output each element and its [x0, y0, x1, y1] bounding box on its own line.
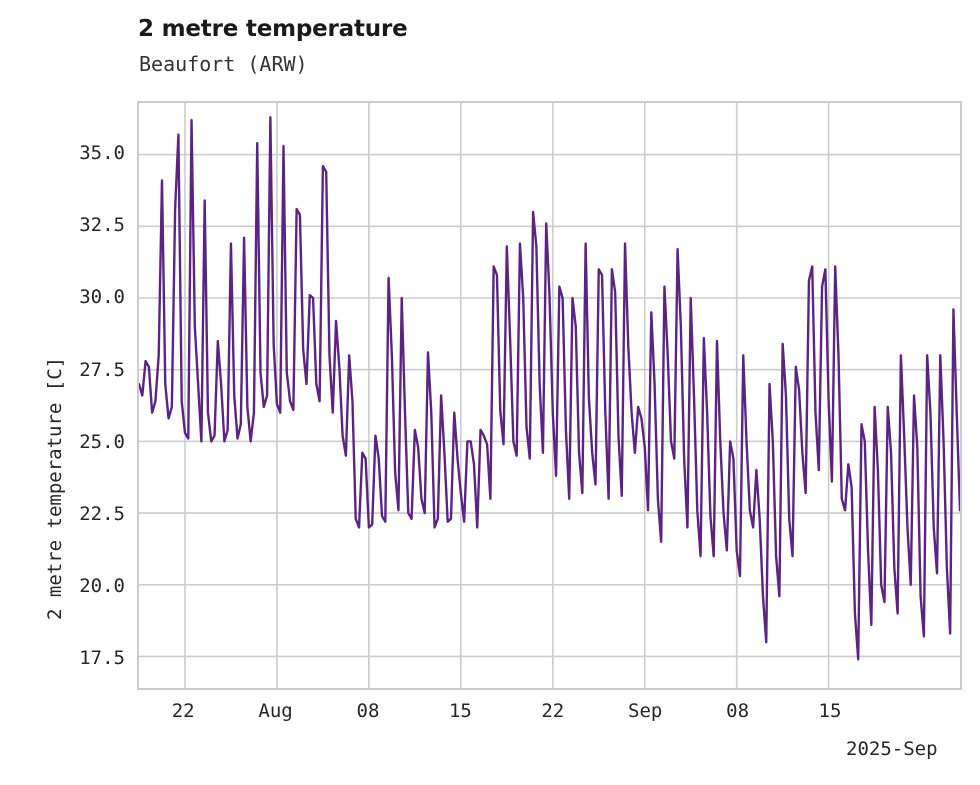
x-tick-label: 08	[726, 700, 750, 722]
y-axis-tick-labels: 17.5 20.0 22.5 25.0 27.5 30.0 32.5 35.0	[0, 0, 125, 785]
temperature-line	[139, 116, 960, 661]
x-tick-label: 22	[541, 700, 565, 722]
x-tick-label: 15	[818, 700, 842, 722]
plot-area	[137, 101, 962, 690]
line-chart-svg	[139, 103, 960, 688]
x-tick-label: Sep	[628, 700, 663, 722]
x-tick-label: 15	[448, 700, 472, 722]
y-tick-label: 30.0	[79, 286, 125, 309]
x-tick-label: 08	[356, 700, 380, 722]
y-tick-label: 27.5	[79, 358, 125, 381]
y-tick-label: 20.0	[79, 575, 125, 598]
y-tick-label: 35.0	[79, 141, 125, 164]
x-tick-label: Aug	[258, 700, 293, 722]
y-tick-label: 32.5	[79, 214, 125, 237]
y-tick-label: 25.0	[79, 430, 125, 453]
chart-subtitle: Beaufort (ARW)	[139, 52, 308, 76]
x-axis-label: 2025-Sep	[846, 738, 938, 760]
y-tick-label: 17.5	[79, 647, 125, 670]
y-tick-label: 22.5	[79, 502, 125, 525]
chart-title: 2 metre temperature	[138, 16, 408, 42]
x-tick-label: 22	[171, 700, 195, 722]
